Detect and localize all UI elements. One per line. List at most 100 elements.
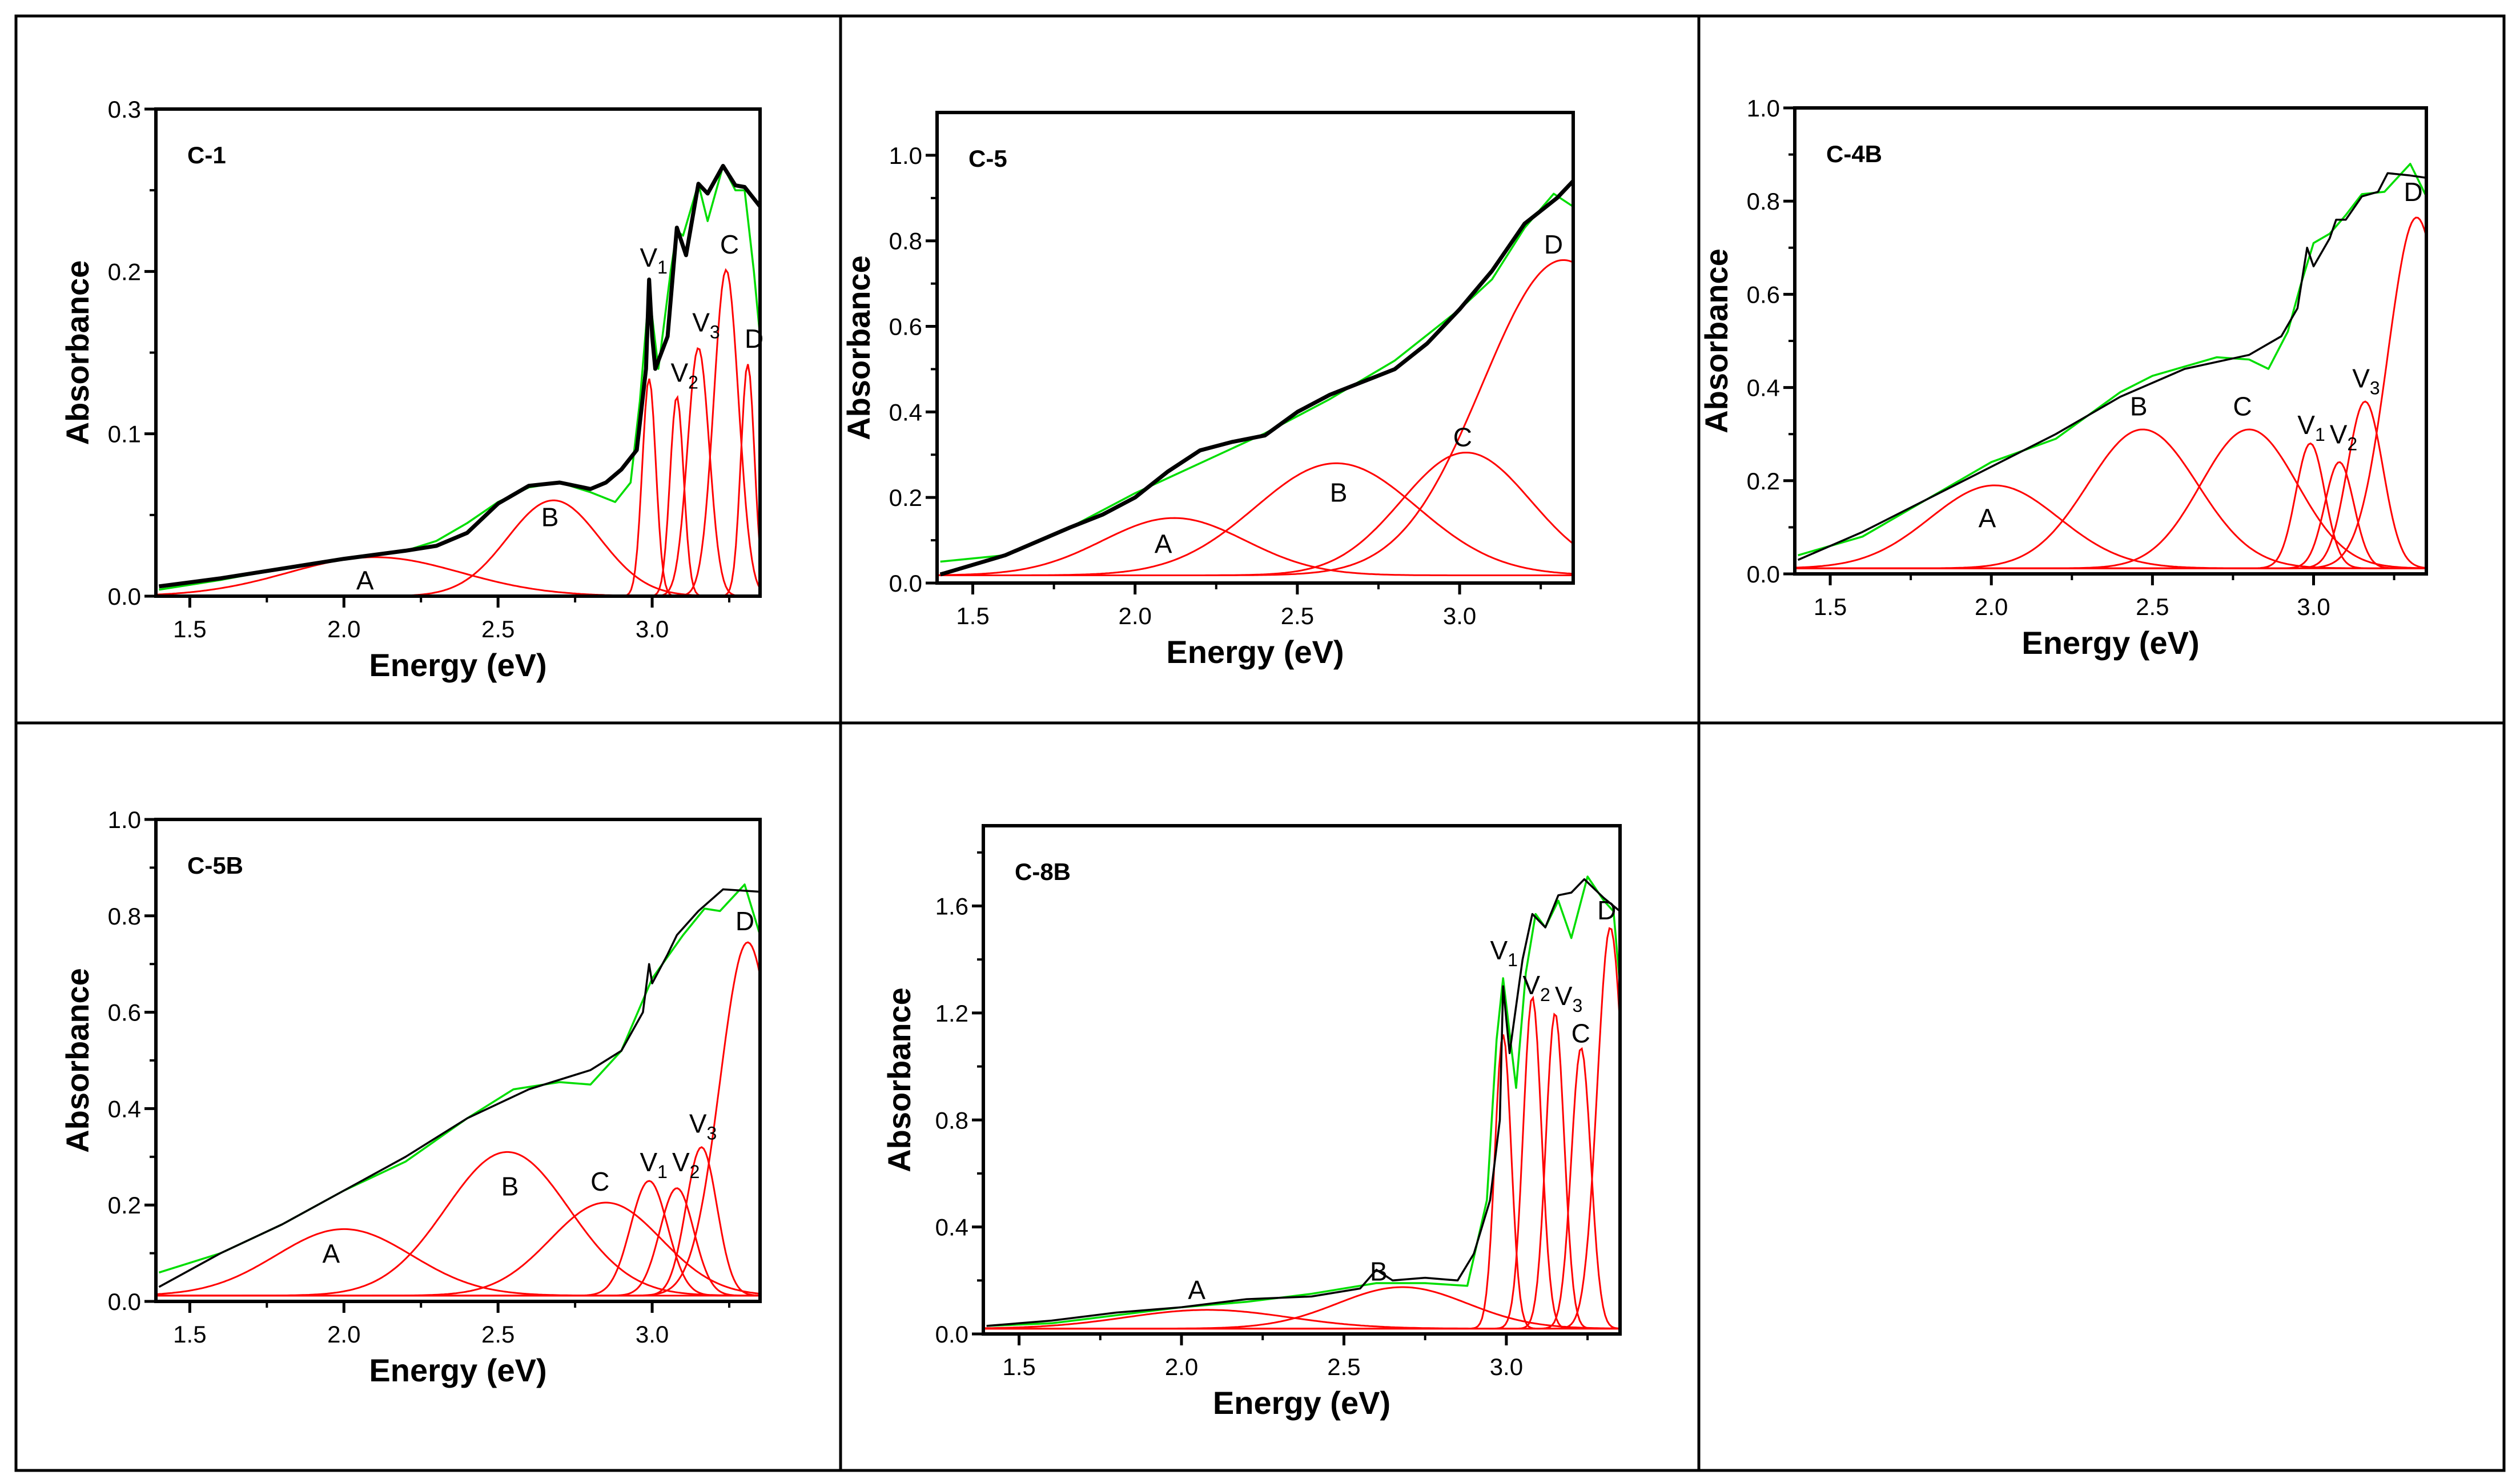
panel-label: C-5 xyxy=(968,145,1007,172)
peak-label-c: C xyxy=(720,230,739,259)
peak-label-subscript: 3 xyxy=(1573,995,1583,1016)
y-axis-title: Absorbance xyxy=(59,260,95,445)
peak-label-a: A xyxy=(356,566,374,596)
x-tick-label: 2.5 xyxy=(1327,1353,1360,1380)
peak-label-main: C xyxy=(590,1167,609,1196)
peak-label-v3: V3 xyxy=(689,1109,717,1144)
x-axis-title: Energy (eV) xyxy=(2021,625,2199,661)
x-axis-title: Energy (eV) xyxy=(369,647,546,683)
component-curve-d xyxy=(156,941,760,1297)
peak-label-main: V xyxy=(640,1147,657,1177)
peak-label-main: V xyxy=(1555,981,1573,1011)
peak-label-v3: V3 xyxy=(1555,981,1582,1016)
peak-label-a: A xyxy=(322,1239,340,1268)
y-tick-label: 0.8 xyxy=(108,903,141,930)
peak-label-main: C xyxy=(1453,422,1472,452)
peak-label-d: D xyxy=(735,906,754,936)
peak-label-v3: V3 xyxy=(2352,364,2380,399)
y-tick-label: 0.4 xyxy=(935,1214,968,1241)
panel-c-8b: 1.5 2.0 2.5 3.0 0.0 0.4 0.8 1.2 1.6 Energy (eV) Ab… xyxy=(881,824,1622,1421)
peak-label-main: A xyxy=(322,1239,340,1268)
experimental-curve xyxy=(158,888,760,1288)
peak-label-v2: V2 xyxy=(670,358,698,393)
peak-label-main: B xyxy=(501,1171,519,1201)
peak-label-main: C xyxy=(2233,392,2252,421)
experimental-curve xyxy=(1797,172,2426,561)
y-tick-label: 0.8 xyxy=(889,228,922,255)
peak-label-main: V xyxy=(2352,364,2370,393)
panel-label: C-1 xyxy=(187,142,226,168)
peak-label-a: A xyxy=(1155,529,1172,559)
y-tick-label: 0.6 xyxy=(1747,281,1780,308)
peak-label-subscript: 1 xyxy=(657,257,668,278)
peak-label-main: C xyxy=(1572,1018,1590,1048)
y-tick-label: 0.0 xyxy=(1747,561,1780,588)
outer-border xyxy=(14,14,2506,1472)
x-tick-label: 3.0 xyxy=(636,1321,669,1348)
peak-label-main: D xyxy=(2404,177,2423,207)
peak-label-subscript: 3 xyxy=(707,1123,717,1144)
peak-label-main: V xyxy=(689,1109,707,1139)
y-tick-label: 0.8 xyxy=(935,1107,968,1134)
peak-label-b: B xyxy=(1370,1256,1388,1286)
peak-label-main: B xyxy=(541,503,559,532)
y-tick-label: 1.0 xyxy=(889,142,922,169)
component-curve-a xyxy=(937,517,1573,576)
x-axis-title: Energy (eV) xyxy=(1213,1385,1390,1421)
y-tick-label: 1.2 xyxy=(935,1000,968,1027)
y-axis-title: Absorbance xyxy=(841,255,877,440)
y-tick-label: 1.6 xyxy=(935,893,968,920)
peak-label-b: B xyxy=(1330,478,1348,508)
panel-c-1: 1.5 2.0 2.5 3.0 0.0 0.1 0.2 0.3 Energy (eV) Absor… xyxy=(59,96,763,683)
peak-label-main: A xyxy=(1188,1275,1205,1305)
peak-label-subscript: 3 xyxy=(2370,378,2380,399)
x-tick-label: 2.0 xyxy=(327,1321,360,1348)
peak-label-v3: V3 xyxy=(692,308,720,343)
peak-label-subscript: 2 xyxy=(1540,984,1550,1005)
plot-area xyxy=(156,883,760,1297)
x-tick-label: 3.0 xyxy=(1490,1353,1523,1380)
peak-label-d: D xyxy=(745,324,763,353)
x-tick-label: 1.5 xyxy=(173,616,206,642)
x-axis-title: Energy (eV) xyxy=(369,1352,546,1388)
panel-label: C-8B xyxy=(1015,858,1071,885)
peak-label-main: V xyxy=(2297,410,2315,440)
peak-label-v2: V2 xyxy=(1522,970,1550,1005)
panel-c-4b: 1.5 2.0 2.5 3.0 0.0 0.2 0.4 0.6 0.8 1.0 Energy (eV… xyxy=(1698,95,2428,661)
peak-label-main: B xyxy=(1370,1256,1388,1286)
y-tick-label: 0.0 xyxy=(889,570,922,597)
x-tick-label: 2.5 xyxy=(1281,602,1314,629)
x-tick-label: 1.5 xyxy=(1002,1353,1035,1380)
y-tick-label: 0.8 xyxy=(1747,188,1780,215)
peak-label-subscript: 1 xyxy=(657,1162,668,1182)
y-tick-label: 0.4 xyxy=(889,399,922,425)
peak-label-main: D xyxy=(745,324,763,353)
x-tick-label: 3.0 xyxy=(2297,593,2330,620)
panel-c-5b: 1.5 2.0 2.5 3.0 0.0 0.2 0.4 0.6 0.8 1.0 Energy (eV… xyxy=(59,806,762,1388)
peak-label-b: B xyxy=(2130,392,2148,421)
x-tick-label: 2.0 xyxy=(1975,593,2008,620)
peak-label-main: A xyxy=(1979,503,1996,533)
peak-label-main: B xyxy=(2130,392,2148,421)
x-tick-label: 3.0 xyxy=(636,616,669,642)
peak-label-v1: V1 xyxy=(2297,410,2325,445)
peak-label-v1: V1 xyxy=(640,243,667,278)
y-tick-label: 0.4 xyxy=(108,1095,141,1122)
y-tick-label: 0.6 xyxy=(108,999,141,1026)
peak-label-c: C xyxy=(590,1167,609,1196)
peak-label-main: V xyxy=(1490,935,1508,965)
fit-curve xyxy=(986,875,1620,1327)
component-curve-v1 xyxy=(156,378,760,596)
peak-label-d: D xyxy=(1597,895,1616,925)
peak-label-a: A xyxy=(1979,503,1996,533)
y-tick-label: 0.3 xyxy=(108,96,141,123)
panel-frame xyxy=(14,14,2506,1472)
component-curve-a xyxy=(156,1228,760,1297)
y-tick-label: 0.0 xyxy=(108,583,141,610)
peak-label-a: A xyxy=(1188,1275,1205,1305)
peak-label-b: B xyxy=(541,503,559,532)
x-tick-label: 1.5 xyxy=(1814,593,1847,620)
plot-area xyxy=(1795,163,2426,569)
peak-label-v2: V2 xyxy=(672,1147,700,1182)
component-curve-v2 xyxy=(156,395,760,596)
